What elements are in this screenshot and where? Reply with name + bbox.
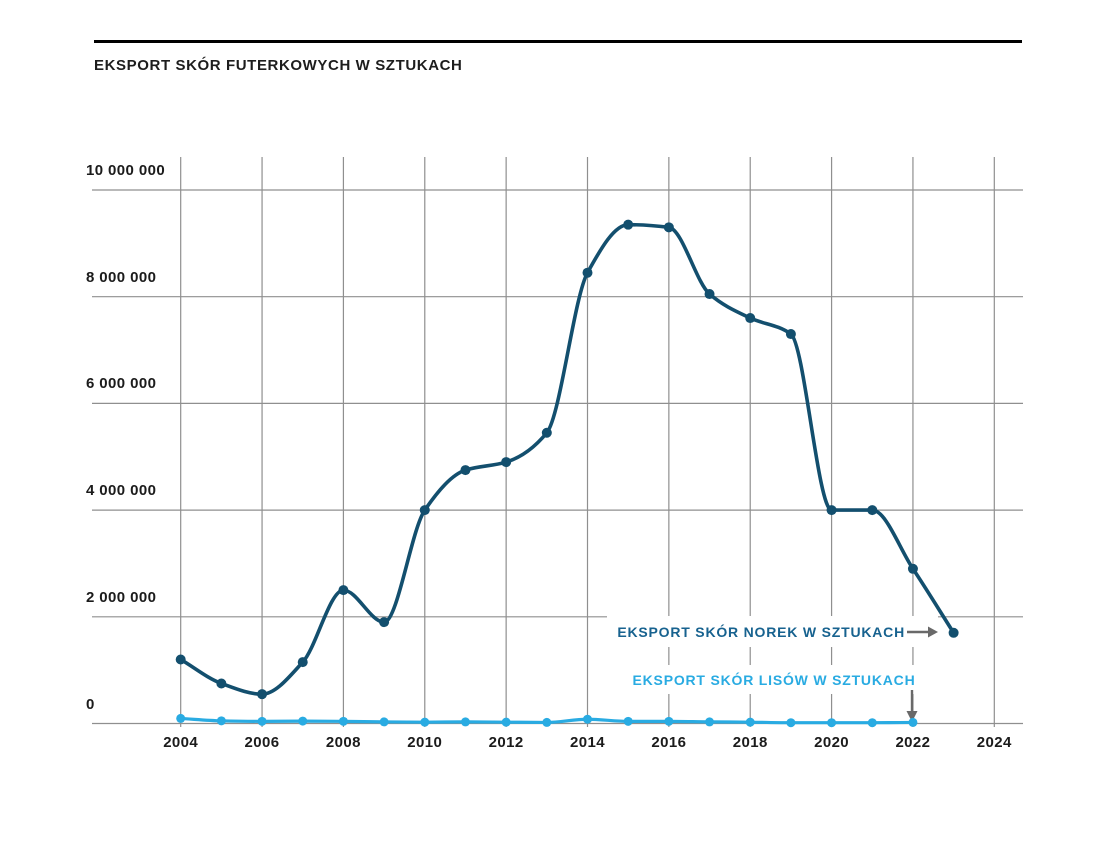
data-point-norek-2018[interactable] <box>745 313 756 324</box>
data-point-lisow-2006[interactable] <box>257 716 267 726</box>
y-tick-label: 2 000 000 <box>86 588 157 606</box>
data-point-norek-2006[interactable] <box>257 689 268 700</box>
data-point-norek-2016[interactable] <box>663 222 674 233</box>
data-point-norek-2019[interactable] <box>785 329 796 340</box>
x-tick-label: 2014 <box>570 734 605 751</box>
data-point-lisow-2013[interactable] <box>542 717 552 727</box>
data-point-lisow-2018[interactable] <box>745 717 755 727</box>
data-point-lisow-2022[interactable] <box>908 717 918 727</box>
x-tick-label: 2024 <box>976 734 1012 751</box>
data-point-lisow-2008[interactable] <box>338 716 348 726</box>
data-point-norek-2010[interactable] <box>419 505 430 516</box>
data-point-lisow-2014[interactable] <box>583 714 592 724</box>
x-tick-label: 2010 <box>407 734 443 751</box>
data-point-lisow-2011[interactable] <box>460 717 470 727</box>
annotation-norek-label: EKSPORT SKÓR NOREK W SZTUKACH <box>617 623 905 640</box>
data-point-norek-2004[interactable] <box>175 654 186 665</box>
data-point-norek-2023[interactable] <box>948 627 959 638</box>
x-tick-label: 2004 <box>163 734 199 751</box>
data-point-norek-2015[interactable] <box>623 219 634 230</box>
chart-title: EKSPORT SKÓR FUTERKOWYCH W SZTUKACH <box>94 57 463 74</box>
data-point-norek-2021[interactable] <box>867 505 878 516</box>
data-point-lisow-2007[interactable] <box>298 716 308 726</box>
y-tick-label: 4 000 000 <box>86 482 157 500</box>
annotation-norek: EKSPORT SKÓR NOREK W SZTUKACH <box>607 616 938 647</box>
x-tick-label: 2018 <box>732 734 768 751</box>
data-point-norek-2011[interactable] <box>460 465 471 476</box>
data-point-lisow-2012[interactable] <box>501 717 511 727</box>
data-point-norek-2020[interactable] <box>826 505 837 516</box>
x-tick-label: 2022 <box>895 734 931 751</box>
data-point-lisow-2005[interactable] <box>216 716 226 726</box>
annotation-lisow-label: EKSPORT SKÓR LISÓW W SZTUKACH <box>632 671 916 688</box>
data-point-lisow-2019[interactable] <box>786 718 796 728</box>
data-point-norek-2007[interactable] <box>297 657 308 668</box>
data-point-lisow-2010[interactable] <box>420 717 430 727</box>
x-tick-label: 2012 <box>488 734 524 751</box>
data-point-lisow-2009[interactable] <box>379 717 389 727</box>
y-tick-label: 10 000 000 <box>86 162 166 179</box>
data-point-norek-2009[interactable] <box>379 617 390 628</box>
x-tick-label: 2006 <box>244 734 280 751</box>
annotation-lisow: EKSPORT SKÓR LISÓW W SZTUKACH <box>623 665 925 694</box>
data-point-lisow-2017[interactable] <box>705 717 715 727</box>
data-point-norek-2005[interactable] <box>216 678 227 689</box>
x-tick-label: 2020 <box>814 734 850 751</box>
data-point-lisow-2015[interactable] <box>623 716 633 726</box>
data-point-lisow-2020[interactable] <box>827 718 837 728</box>
data-point-norek-2014[interactable] <box>582 267 593 278</box>
data-point-norek-2012[interactable] <box>501 457 512 468</box>
data-point-norek-2017[interactable] <box>704 289 715 300</box>
y-tick-label: 8 000 000 <box>86 268 157 286</box>
data-point-lisow-2021[interactable] <box>867 718 877 728</box>
title-rule <box>94 40 1022 43</box>
data-point-norek-2013[interactable] <box>541 427 552 438</box>
right-arrow-icon <box>907 626 938 637</box>
data-point-lisow-2004[interactable] <box>176 713 186 723</box>
data-point-norek-2022[interactable] <box>907 563 918 574</box>
x-tick-label: 2016 <box>651 734 687 751</box>
y-tick-label: 0 <box>86 695 95 713</box>
y-tick-label: 6 000 000 <box>86 375 157 393</box>
data-point-lisow-2016[interactable] <box>664 716 674 726</box>
data-point-norek-2008[interactable] <box>338 585 349 596</box>
x-tick-label: 2008 <box>325 734 361 751</box>
